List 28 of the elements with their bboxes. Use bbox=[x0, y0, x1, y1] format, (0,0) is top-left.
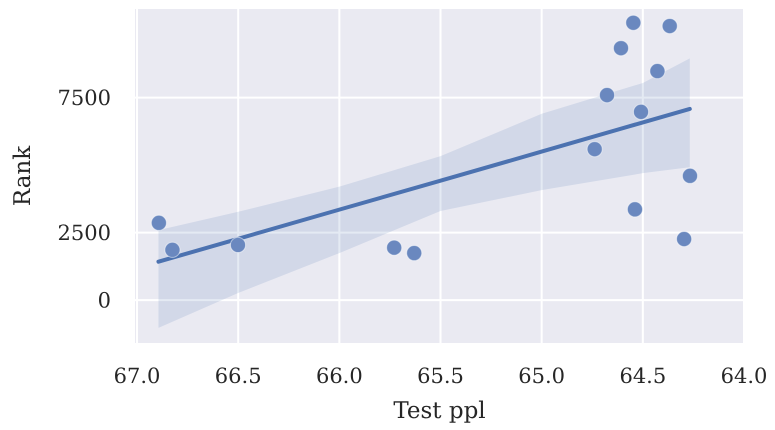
x-tick-label: 65.0 bbox=[518, 364, 566, 388]
y-tick-label: 7500 bbox=[58, 86, 111, 110]
point bbox=[649, 63, 666, 80]
line-series bbox=[156, 106, 692, 264]
point bbox=[598, 87, 616, 104]
point bbox=[386, 240, 402, 256]
x-tick-label: 64.0 bbox=[720, 364, 768, 388]
point bbox=[632, 104, 650, 120]
x-axis-title: Test ppl bbox=[393, 398, 486, 424]
point bbox=[676, 230, 692, 248]
point bbox=[164, 242, 180, 258]
y-tick-label: 0 bbox=[98, 288, 111, 312]
x-tick-label: 65.5 bbox=[417, 364, 464, 388]
point bbox=[406, 245, 422, 262]
y-axis-title: Rank bbox=[10, 144, 36, 206]
x-tick-label: 66.0 bbox=[316, 364, 363, 388]
x-tick-label: 64.5 bbox=[619, 364, 666, 388]
point bbox=[612, 40, 630, 56]
point bbox=[150, 214, 167, 231]
point bbox=[625, 14, 642, 31]
x-tick-label: 66.5 bbox=[214, 364, 262, 388]
y-tick-label: 2500 bbox=[58, 220, 111, 245]
point bbox=[682, 168, 698, 184]
x-tick-label: 67.0 bbox=[114, 364, 160, 388]
point bbox=[662, 18, 678, 34]
point bbox=[626, 201, 644, 218]
point bbox=[586, 141, 603, 158]
point bbox=[230, 236, 246, 254]
